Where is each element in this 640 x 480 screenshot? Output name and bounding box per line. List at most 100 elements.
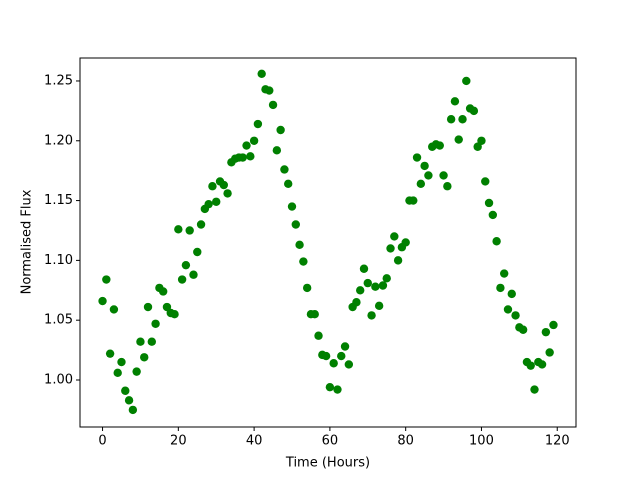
x-axis-label: Time (Hours) [285, 456, 370, 471]
data-point [371, 282, 380, 291]
data-point [299, 257, 308, 266]
data-point [196, 220, 206, 229]
data-point [242, 141, 251, 150]
data-point [113, 368, 122, 378]
x-tick-label: 100 [469, 434, 494, 449]
data-point [393, 256, 403, 265]
data-point [363, 278, 372, 288]
data-point [189, 270, 198, 279]
data-point [496, 283, 505, 293]
data-point [124, 396, 134, 405]
data-point [272, 146, 282, 155]
data-point [503, 305, 513, 314]
data-point [98, 296, 107, 306]
data-point [488, 210, 498, 220]
data-point [518, 325, 528, 334]
data-point [359, 264, 369, 273]
data-point [295, 240, 304, 250]
data-point [473, 142, 482, 151]
data-point [287, 202, 297, 211]
data-point [484, 198, 494, 208]
x-tick-label: 40 [246, 434, 263, 449]
data-point [374, 301, 384, 311]
data-point [314, 331, 323, 340]
data-point [265, 86, 274, 95]
data-point [537, 360, 547, 369]
data-point [424, 171, 433, 180]
data-point [507, 289, 516, 299]
x-tick-label: 60 [322, 434, 339, 449]
data-point [450, 97, 460, 106]
data-point [356, 286, 365, 295]
data-point [132, 367, 141, 376]
y-tick-label: 1.10 [44, 253, 73, 268]
data-point [333, 385, 342, 394]
data-point [276, 125, 285, 135]
data-point [310, 310, 319, 319]
data-point [121, 386, 130, 395]
y-tick-label: 1.15 [44, 193, 73, 208]
data-point [268, 100, 278, 110]
data-point [174, 225, 183, 234]
data-point [151, 319, 160, 328]
data-point [352, 298, 361, 307]
x-tick-label: 0 [98, 434, 106, 449]
y-tick-label: 1.25 [44, 73, 73, 88]
data-point [140, 353, 149, 362]
data-point [443, 182, 452, 191]
data-point [446, 115, 456, 124]
data-point [280, 165, 289, 174]
data-point [409, 196, 418, 205]
data-point [321, 351, 331, 361]
data-point [246, 152, 255, 161]
data-point [416, 179, 426, 189]
data-point [401, 238, 410, 247]
data-point [181, 260, 191, 270]
y-axis-label: Normalised Flux [20, 189, 35, 294]
data-point [454, 135, 463, 144]
data-point [109, 305, 119, 314]
data-point [329, 359, 338, 368]
data-point [219, 180, 228, 190]
data-point [367, 311, 376, 320]
data-point [462, 76, 471, 86]
data-point [162, 302, 172, 312]
data-point [344, 360, 354, 369]
y-tick-label: 1.05 [44, 313, 73, 328]
data-point [378, 281, 388, 290]
data-point [435, 141, 444, 150]
y-tick-label: 1.00 [44, 372, 73, 387]
plot-frame [79, 57, 577, 428]
data-point [340, 342, 350, 351]
data-point [390, 232, 399, 241]
data-point [530, 385, 539, 394]
data-point [177, 275, 187, 284]
data-point [102, 275, 111, 284]
x-tick-label: 20 [170, 434, 187, 449]
data-point [511, 311, 520, 320]
data-point [185, 226, 194, 235]
data-point [284, 179, 293, 189]
data-point [541, 327, 551, 337]
data-point [302, 283, 312, 293]
data-point [208, 182, 217, 191]
data-point [136, 337, 145, 346]
data-point [420, 161, 429, 171]
data-point [545, 348, 554, 357]
data-point [477, 136, 486, 145]
data-point [337, 351, 346, 361]
data-point [439, 171, 448, 180]
data-point [325, 382, 335, 392]
data-point [492, 237, 501, 246]
data-point [291, 220, 300, 229]
data-point [238, 153, 247, 162]
data-point [193, 247, 202, 257]
data-point [469, 106, 479, 116]
data-point [549, 320, 558, 330]
data-point [223, 189, 232, 198]
data-point [499, 269, 509, 278]
data-point [147, 337, 157, 346]
data-point [105, 349, 115, 358]
